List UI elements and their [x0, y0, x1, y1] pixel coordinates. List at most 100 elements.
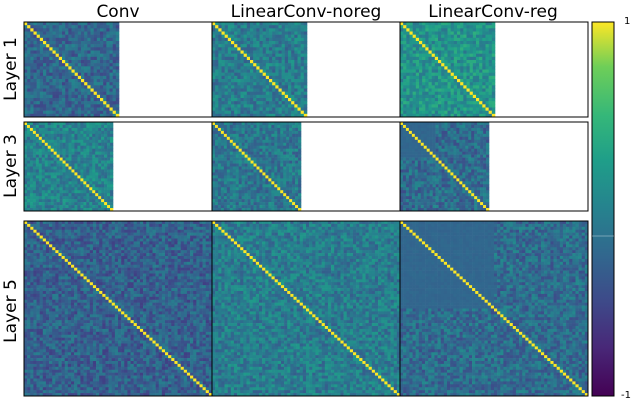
heatmap-cell [431, 63, 436, 67]
heatmap-cell [100, 41, 104, 45]
heatmap-diagonal-cell [291, 101, 295, 105]
heatmap-cell [237, 34, 241, 39]
heatmap-cell [420, 166, 425, 170]
heatmap-cell [103, 50, 107, 54]
heatmap-cell [275, 44, 279, 48]
heatmap-cell [406, 56, 410, 61]
heatmap-cell [58, 25, 63, 29]
heatmap-cell [71, 94, 75, 99]
heatmap-cell [106, 56, 110, 61]
heatmap-cell [485, 85, 489, 89]
heatmap-cell [280, 178, 284, 182]
heatmap-cell [250, 28, 254, 32]
heatmap-cell [262, 181, 266, 185]
heatmap-cell [469, 31, 474, 35]
heatmap-cell [212, 130, 216, 135]
heatmap-cell [300, 41, 305, 45]
heatmap-cell [214, 130, 219, 135]
heatmap-cell [96, 37, 101, 42]
heatmap-cell [297, 41, 301, 45]
heatmap-cell [30, 82, 34, 86]
heatmap-cell [41, 181, 46, 185]
heatmap-cell [96, 88, 101, 92]
heatmap-cell [65, 60, 69, 64]
heatmap-cell [284, 50, 289, 54]
heatmap-cell [426, 166, 430, 170]
heatmap-cell [425, 22, 429, 26]
heatmap-cell [244, 169, 248, 173]
heatmap-cell [71, 145, 75, 149]
heatmap-cell [77, 22, 82, 26]
heatmap-cell [268, 157, 272, 161]
heatmap-diagonal-cell [272, 82, 276, 86]
heatmap-cell [469, 110, 474, 115]
heatmap-cell [441, 34, 445, 39]
heatmap-cell [231, 107, 235, 111]
heatmap-cell [62, 202, 66, 206]
heatmap-cell [288, 79, 292, 83]
heatmap-cell [486, 142, 490, 147]
heatmap-cell [43, 104, 47, 108]
heatmap-cell [47, 160, 51, 164]
heatmap-cell [247, 133, 251, 138]
heatmap-cell [262, 175, 266, 179]
heatmap-cell [238, 181, 242, 185]
heatmap-cell [278, 72, 282, 77]
heatmap-cell [289, 175, 293, 179]
heatmap-cell [100, 47, 104, 51]
heatmap-cell [289, 181, 293, 185]
heatmap-cell [36, 60, 41, 64]
heatmap-cell [68, 44, 72, 48]
heatmap-cell [466, 69, 470, 73]
heatmap-cell [434, 53, 439, 58]
heatmap-cell [232, 133, 237, 138]
heatmap-cell [480, 142, 484, 147]
heatmap-diagonal-cell [402, 124, 407, 129]
heatmap-cell [103, 66, 107, 70]
heatmap-cell [465, 145, 469, 149]
heatmap-cell [81, 31, 85, 35]
heatmap-cell [441, 94, 445, 99]
heatmap-cell [297, 25, 301, 29]
heatmap-cell [92, 196, 96, 200]
heatmap-cell [474, 163, 478, 167]
heatmap-cell [485, 94, 489, 99]
heatmap-cell [220, 196, 225, 200]
heatmap-cell [95, 145, 99, 149]
heatmap-cell [480, 145, 484, 149]
heatmap-cell [441, 148, 445, 152]
heatmap-cell [438, 41, 442, 45]
heatmap-cell [62, 199, 66, 203]
heatmap-cell [415, 25, 420, 29]
heatmap-cell [265, 107, 270, 111]
heatmap-cell [432, 151, 436, 155]
heatmap-cell [84, 72, 88, 77]
heatmap-cell [71, 175, 75, 179]
heatmap-diagonal-cell [406, 28, 410, 32]
heatmap-cell [221, 98, 225, 102]
heatmap-cell [250, 148, 254, 152]
heatmap-cell [246, 72, 251, 77]
heatmap-cell [272, 53, 276, 58]
heatmap-cell [104, 208, 108, 212]
heatmap-cell [450, 154, 454, 158]
heatmap-cell [400, 37, 404, 42]
heatmap-cell [90, 63, 94, 67]
heatmap-cell [53, 175, 57, 179]
heatmap-cell [412, 28, 417, 32]
heatmap-cell [231, 98, 235, 102]
heatmap-cell [479, 50, 483, 54]
heatmap-cell [256, 196, 260, 200]
heatmap-cell [74, 145, 78, 149]
heatmap-cell [55, 85, 60, 89]
heatmap-cell [232, 127, 237, 132]
heatmap-cell [435, 163, 439, 167]
heatmap-cell [269, 98, 273, 102]
heatmap-cell [238, 154, 242, 158]
heatmap-cell [71, 127, 75, 132]
heatmap-cell [90, 107, 94, 111]
heatmap-cell [115, 82, 120, 86]
heatmap-cell [259, 136, 263, 141]
heatmap-cell [112, 101, 117, 105]
heatmap-cell [24, 181, 28, 185]
